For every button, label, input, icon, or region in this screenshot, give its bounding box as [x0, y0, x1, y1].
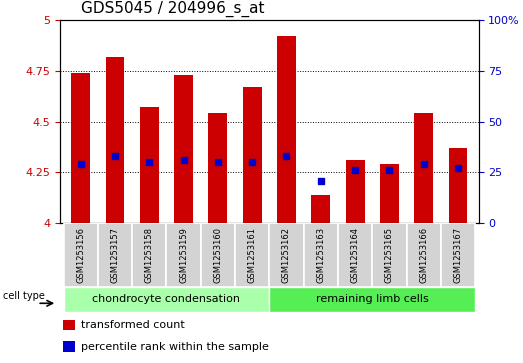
Text: GSM1253158: GSM1253158: [145, 227, 154, 283]
Bar: [106, 57, 124, 223]
Text: GSM1253163: GSM1253163: [316, 227, 325, 283]
Bar: [372, 223, 406, 287]
Bar: [414, 114, 433, 223]
Bar: [63, 342, 75, 352]
Text: GSM1253166: GSM1253166: [419, 227, 428, 283]
Bar: [235, 223, 269, 287]
Bar: [63, 320, 75, 330]
Bar: [269, 287, 475, 312]
Text: GSM1253157: GSM1253157: [110, 227, 120, 283]
Text: GSM1253159: GSM1253159: [179, 227, 188, 283]
Text: GSM1253167: GSM1253167: [453, 227, 462, 283]
Text: GSM1253165: GSM1253165: [385, 227, 394, 283]
Bar: [174, 75, 193, 223]
Bar: [346, 160, 365, 223]
Bar: [380, 164, 399, 223]
Text: remaining limb cells: remaining limb cells: [316, 294, 429, 305]
Bar: [277, 36, 296, 223]
Text: cell type: cell type: [3, 291, 44, 301]
Text: GSM1253161: GSM1253161: [248, 227, 257, 283]
Bar: [311, 195, 330, 223]
Text: GSM1253160: GSM1253160: [213, 227, 222, 283]
Bar: [71, 73, 90, 223]
Text: GSM1253162: GSM1253162: [282, 227, 291, 283]
Text: GSM1253164: GSM1253164: [350, 227, 360, 283]
Bar: [64, 287, 269, 312]
Bar: [166, 223, 201, 287]
Bar: [449, 148, 468, 223]
Text: percentile rank within the sample: percentile rank within the sample: [81, 342, 268, 352]
Bar: [201, 223, 235, 287]
Bar: [243, 87, 262, 223]
Text: transformed count: transformed count: [81, 320, 185, 330]
Bar: [64, 223, 98, 287]
Bar: [269, 223, 304, 287]
Bar: [338, 223, 372, 287]
Bar: [441, 223, 475, 287]
Bar: [209, 114, 228, 223]
Text: GDS5045 / 204996_s_at: GDS5045 / 204996_s_at: [81, 1, 265, 17]
Text: chondrocyte condensation: chondrocyte condensation: [93, 294, 241, 305]
Bar: [304, 223, 338, 287]
Bar: [132, 223, 166, 287]
Bar: [406, 223, 441, 287]
Text: GSM1253156: GSM1253156: [76, 227, 85, 283]
Bar: [98, 223, 132, 287]
Bar: [140, 107, 159, 223]
